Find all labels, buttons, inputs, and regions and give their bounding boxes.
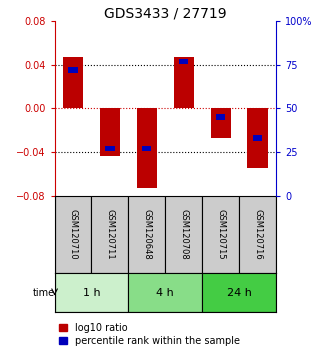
Bar	[100, 108, 120, 156]
Bar	[174, 57, 194, 108]
Text: GSM120711: GSM120711	[105, 209, 115, 260]
Text: GSM120710: GSM120710	[68, 209, 78, 260]
Bar	[165, 196, 202, 273]
Text: GSM120715: GSM120715	[216, 209, 225, 260]
Text: GSM120708: GSM120708	[179, 209, 188, 260]
Bar	[253, 136, 262, 141]
Title: GDS3433 / 27719: GDS3433 / 27719	[104, 6, 227, 20]
Text: GSM120648: GSM120648	[142, 209, 152, 260]
Text: 4 h: 4 h	[156, 288, 174, 298]
Bar	[211, 108, 231, 138]
Bar	[128, 273, 202, 312]
Bar	[202, 273, 276, 312]
Bar	[142, 146, 152, 151]
Bar	[202, 196, 239, 273]
Bar	[105, 146, 115, 151]
Bar	[179, 59, 188, 64]
Bar	[216, 114, 225, 120]
Bar	[91, 196, 128, 273]
Bar	[55, 273, 128, 312]
Bar	[55, 196, 91, 273]
Bar	[137, 108, 157, 188]
Bar	[128, 196, 165, 273]
Text: GSM120716: GSM120716	[253, 209, 262, 260]
Text: time: time	[32, 288, 55, 298]
Text: 1 h: 1 h	[83, 288, 100, 298]
Bar	[63, 57, 83, 108]
Bar	[247, 108, 268, 169]
Legend: log10 ratio, percentile rank within the sample: log10 ratio, percentile rank within the …	[59, 323, 240, 346]
Bar	[239, 196, 276, 273]
Bar	[68, 67, 78, 73]
Text: 24 h: 24 h	[227, 288, 252, 298]
